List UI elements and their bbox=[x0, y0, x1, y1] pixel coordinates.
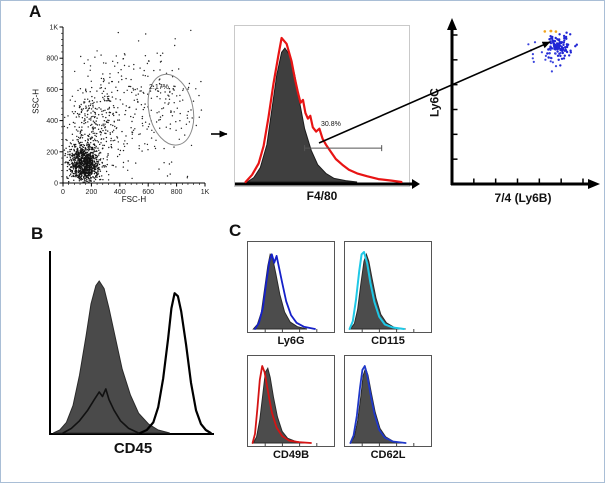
ly6b-axis-label: 7/4 (Ly6B) bbox=[494, 191, 552, 205]
svg-text:0: 0 bbox=[61, 189, 65, 196]
svg-text:400: 400 bbox=[114, 189, 126, 196]
svg-text:1K: 1K bbox=[201, 189, 210, 196]
cd62l-histogram-plot bbox=[344, 355, 432, 447]
svg-text:600: 600 bbox=[142, 189, 154, 196]
f480-axis-label: F4/80 bbox=[306, 189, 338, 203]
panel-c-label: C bbox=[229, 221, 242, 240]
svg-text:800: 800 bbox=[171, 189, 183, 196]
cd115-axis-label: CD115 bbox=[371, 335, 405, 347]
fsc-ssc-scatter-plot: 0 200 400 600 800 1K 0 200 400 600 800 1K bbox=[33, 21, 209, 207]
cd49b-axis-label: CD49B bbox=[272, 449, 310, 461]
cd62l-axis-label: CD62L bbox=[370, 449, 406, 461]
ssc-h-axis-label: SSC-H bbox=[31, 88, 41, 114]
cd49b-histogram-plot bbox=[247, 355, 335, 447]
panel-a-label: A bbox=[29, 2, 42, 21]
ly6c-axis-label: Ly6C bbox=[427, 88, 442, 118]
gate-percentage-label: 2.17% bbox=[149, 84, 169, 91]
cd115-histogram-plot bbox=[344, 241, 432, 333]
panel-b-label: B bbox=[31, 224, 44, 243]
ly6c-ly6b-scatter-plot bbox=[447, 18, 600, 189]
svg-text:200: 200 bbox=[46, 149, 58, 156]
svg-text:1K: 1K bbox=[49, 25, 58, 32]
ly6g-histogram-plot bbox=[247, 241, 335, 333]
fsc-h-axis-label: FSC-H bbox=[121, 195, 147, 204]
ly6g-axis-label: Ly6G bbox=[277, 335, 305, 347]
svg-text:400: 400 bbox=[46, 118, 58, 125]
svg-text:200: 200 bbox=[86, 189, 98, 196]
cd45-histogram-plot bbox=[47, 249, 219, 437]
svg-text:0: 0 bbox=[54, 181, 58, 188]
svg-text:800: 800 bbox=[46, 56, 58, 63]
f480-histogram-plot bbox=[234, 25, 420, 189]
cd45-axis-label: CD45 bbox=[113, 440, 153, 457]
svg-text:600: 600 bbox=[46, 87, 58, 94]
f480-percentage-label: 30.8% bbox=[321, 121, 341, 128]
